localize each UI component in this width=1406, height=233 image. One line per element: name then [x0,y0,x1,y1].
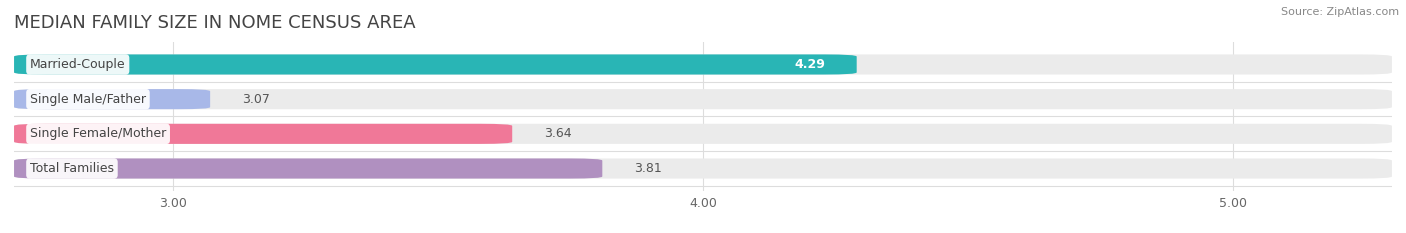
Text: Single Male/Father: Single Male/Father [30,93,146,106]
Text: 4.29: 4.29 [794,58,825,71]
FancyBboxPatch shape [14,55,1392,75]
Text: 3.64: 3.64 [544,127,572,140]
FancyBboxPatch shape [14,55,856,75]
Text: Total Families: Total Families [30,162,114,175]
Text: Married-Couple: Married-Couple [30,58,125,71]
FancyBboxPatch shape [14,89,1392,109]
Text: 3.81: 3.81 [634,162,662,175]
Text: 3.07: 3.07 [242,93,270,106]
Text: Single Female/Mother: Single Female/Mother [30,127,166,140]
Text: MEDIAN FAMILY SIZE IN NOME CENSUS AREA: MEDIAN FAMILY SIZE IN NOME CENSUS AREA [14,14,416,32]
FancyBboxPatch shape [14,158,1392,178]
FancyBboxPatch shape [14,124,512,144]
FancyBboxPatch shape [14,124,1392,144]
FancyBboxPatch shape [14,89,209,109]
Text: Source: ZipAtlas.com: Source: ZipAtlas.com [1281,7,1399,17]
FancyBboxPatch shape [14,158,602,178]
